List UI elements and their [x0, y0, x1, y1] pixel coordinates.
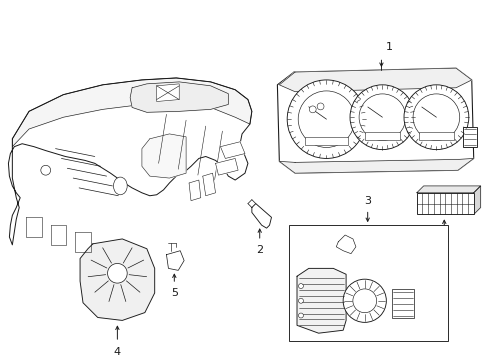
Circle shape [308, 106, 316, 113]
Circle shape [298, 284, 303, 288]
Polygon shape [80, 239, 154, 320]
Circle shape [343, 279, 386, 322]
Bar [304, 137, 347, 145]
Polygon shape [296, 269, 346, 333]
Text: 4: 4 [114, 347, 121, 357]
Ellipse shape [113, 177, 127, 195]
Circle shape [298, 298, 303, 303]
Bar [418, 132, 453, 140]
Polygon shape [189, 180, 201, 201]
Polygon shape [277, 68, 473, 173]
Polygon shape [8, 78, 251, 245]
Polygon shape [203, 173, 215, 196]
Circle shape [403, 85, 468, 150]
Bar [462, 127, 476, 147]
Polygon shape [279, 68, 471, 92]
Circle shape [349, 85, 414, 150]
Text: 3: 3 [364, 195, 370, 206]
Polygon shape [473, 186, 480, 215]
Polygon shape [251, 204, 271, 228]
Polygon shape [142, 134, 186, 178]
Circle shape [286, 80, 365, 158]
Polygon shape [51, 225, 66, 245]
Polygon shape [75, 232, 91, 252]
Polygon shape [26, 217, 41, 237]
Polygon shape [130, 82, 228, 112]
Polygon shape [215, 158, 238, 175]
Circle shape [107, 264, 127, 283]
Bar [364, 132, 399, 140]
Circle shape [41, 165, 51, 175]
Polygon shape [416, 186, 480, 193]
Circle shape [298, 313, 303, 318]
Text: 1: 1 [385, 42, 391, 53]
Polygon shape [12, 78, 251, 147]
Polygon shape [336, 235, 355, 254]
Text: 6: 6 [440, 236, 447, 246]
Circle shape [352, 289, 376, 312]
Polygon shape [279, 158, 473, 173]
Text: 2: 2 [256, 245, 263, 255]
Circle shape [317, 103, 324, 110]
Bar [288, 225, 447, 341]
Polygon shape [220, 142, 244, 158]
Bar [391, 289, 413, 319]
Text: 5: 5 [170, 288, 178, 298]
Bar [416, 193, 473, 215]
Polygon shape [166, 251, 184, 270]
Polygon shape [156, 84, 179, 102]
